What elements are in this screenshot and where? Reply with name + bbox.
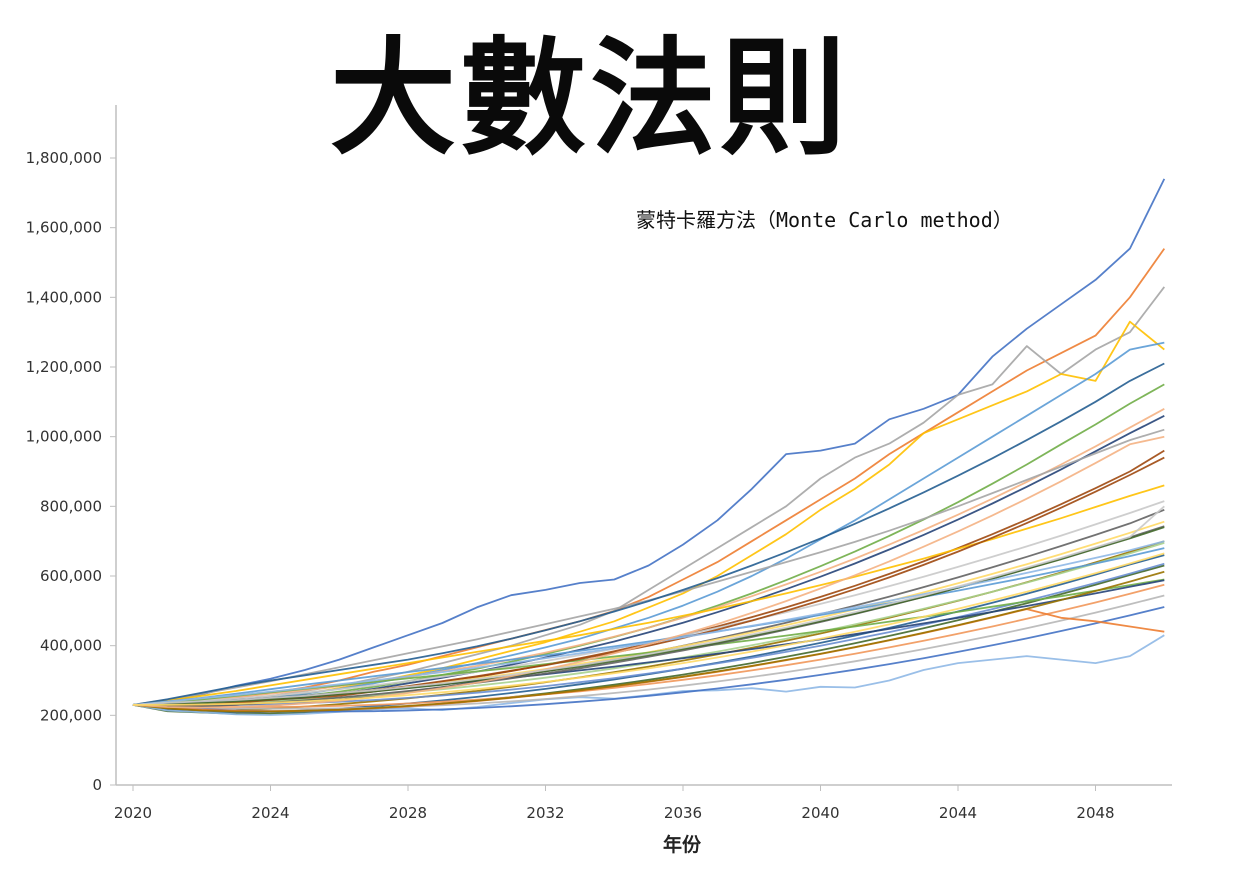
y-tick-label: 1,000,000 [26, 428, 102, 446]
series-line [132, 484, 1165, 706]
series-line [132, 435, 1165, 709]
series-line [132, 320, 1165, 708]
x-tick-labels: 2020 2024 2028 2032 2036 2040 2044 2048 [114, 785, 1115, 822]
series-line [132, 178, 1166, 706]
series-line [132, 341, 1165, 707]
y-tick-label: 1,800,000 [26, 149, 102, 167]
x-tick-label: 2044 [939, 804, 977, 822]
chart-axes [115, 105, 1172, 786]
y-tick-label: 400,000 [40, 637, 102, 655]
y-tick-label: 600,000 [40, 567, 102, 585]
main-title: 大數法則 [330, 24, 850, 172]
x-axis-label: 年份 [663, 833, 702, 856]
series-line [132, 540, 1165, 712]
y-tick-label: 1,400,000 [26, 288, 102, 306]
series-line [133, 552, 1165, 706]
y-tick-labels: 0 200,000 400,000 600,000 800,000 1,000,000 1,… [26, 149, 116, 794]
y-tick-label: 200,000 [40, 706, 102, 724]
series-line [132, 594, 1165, 710]
x-tick-label: 2032 [526, 804, 564, 822]
x-tick-label: 2040 [801, 804, 839, 822]
series-line [132, 570, 1165, 713]
series-line [132, 408, 1165, 706]
series-line [132, 526, 1165, 706]
series-line [132, 248, 1166, 706]
series-line [132, 505, 1165, 706]
y-tick-label: 800,000 [40, 497, 102, 515]
series-line [132, 540, 1165, 706]
series-line [132, 547, 1165, 706]
y-tick-label: 1,200,000 [26, 358, 102, 376]
x-tick-label: 2020 [114, 804, 152, 822]
x-tick-label: 2028 [389, 804, 427, 822]
subtitle: 蒙特卡羅方法（Monte Carlo method） [636, 208, 1013, 232]
x-tick-label: 2036 [664, 804, 702, 822]
x-tick-label: 2024 [251, 804, 289, 822]
series-line [132, 362, 1165, 706]
series-line [132, 583, 1165, 708]
series-layer [132, 178, 1166, 716]
y-tick-label: 0 [92, 776, 102, 794]
x-tick-label: 2048 [1076, 804, 1114, 822]
y-tick-label: 1,600,000 [26, 219, 102, 237]
